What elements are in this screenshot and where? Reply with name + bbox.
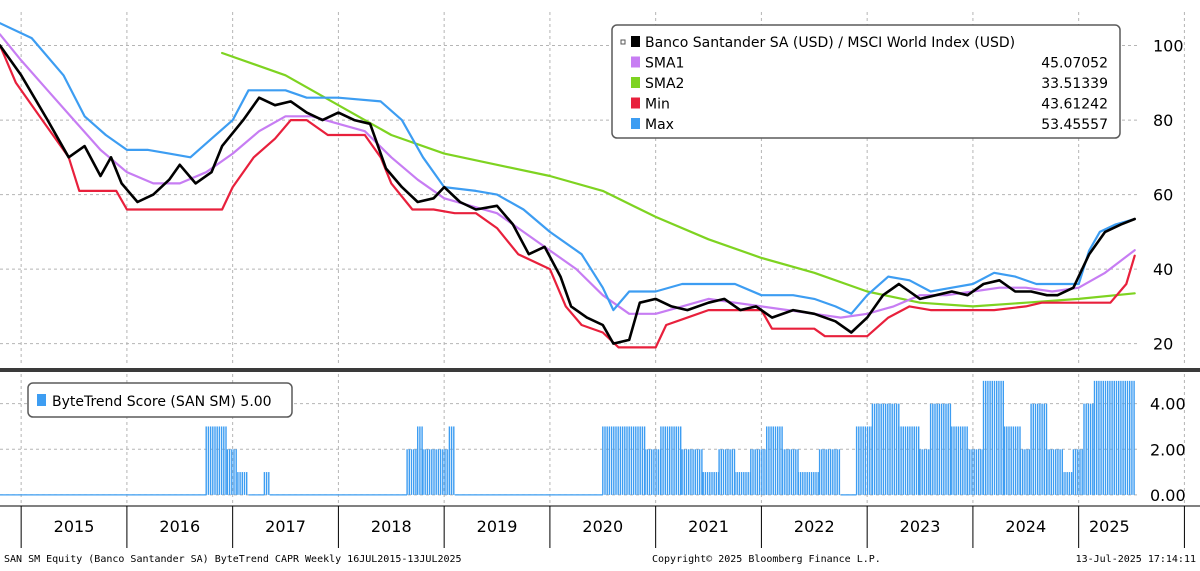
year-label: 2018: [371, 517, 412, 536]
legend-swatch: [631, 56, 640, 68]
legend-value: 43.61242: [1041, 97, 1108, 113]
year-label: 2022: [794, 517, 835, 536]
year-label: 2016: [159, 517, 200, 536]
main-y-tick-label: 60: [1153, 186, 1173, 205]
year-label: 2025: [1089, 517, 1130, 536]
year-label: 2024: [1005, 517, 1046, 536]
score-bars: [0, 380, 1135, 496]
max-line: [0, 22, 1136, 315]
legend-value: 45.07052: [1041, 56, 1108, 72]
main-legend: Banco Santander SA (USD) / MSCI World In…: [611, 24, 1121, 139]
min-line: [0, 44, 1136, 349]
legend-label: Max: [645, 117, 674, 133]
footer-timestamp: 13-Jul-2025 17:14:11: [1076, 554, 1196, 565]
score-legend: ByteTrend Score (SAN SM) 5.00: [27, 382, 293, 418]
main-y-tick-label: 100: [1153, 37, 1184, 56]
main-y-tick-label: 80: [1153, 111, 1173, 130]
legend-value: 33.51339: [1041, 76, 1108, 92]
sma1-line: [0, 33, 1136, 319]
legend-swatch: [631, 97, 640, 109]
legend-label: Banco Santander SA (USD) / MSCI World In…: [645, 35, 1015, 51]
price-line: [0, 44, 1136, 345]
sub-y-tick-label: 0.00: [1150, 486, 1186, 505]
main-y-tick-labels: 20 40 60 80 100: [1153, 37, 1184, 354]
sma2-line: [221, 51, 1136, 308]
score-legend-label: ByteTrend Score (SAN SM) 5.00: [52, 394, 272, 410]
legend-swatch: [631, 118, 640, 129]
year-label: 2017: [265, 517, 306, 536]
legend-label: SMA2: [645, 76, 684, 92]
score-plot: 0.00 2.00 4.00: [0, 374, 1186, 505]
main-y-tick-label: 40: [1153, 260, 1173, 279]
year-label: 2023: [900, 517, 941, 536]
score-legend-swatch: [37, 394, 46, 406]
main-legend-box: [611, 24, 1121, 139]
footer-left-text: SAN SM Equity (Banco Santander SA) ByteT…: [4, 554, 462, 565]
main-series-lines: [0, 22, 1136, 349]
year-label: 2020: [582, 517, 623, 536]
sub-y-tick-label: 4.00: [1150, 395, 1186, 414]
sub-y-tick-label: 2.00: [1150, 440, 1186, 459]
main-y-tick-label: 20: [1153, 335, 1173, 354]
legend-label: Min: [645, 97, 670, 113]
legend-handle-icon: [620, 39, 626, 45]
year-label: 2015: [54, 517, 95, 536]
footer-copyright: Copyright© 2025 Bloomberg Finance L.P.: [652, 554, 881, 565]
year-label: 2019: [477, 517, 518, 536]
legend-value: 53.45557: [1041, 117, 1108, 133]
year-axis: 2015 2016 2017 2018 2019 2020 2021 2022 2023 2024…: [20, 506, 1185, 548]
pane-divider: [0, 368, 1200, 372]
legend-swatch: [631, 77, 640, 88]
legend-swatch: [631, 36, 640, 47]
score-legend-box: [27, 382, 293, 418]
legend-label: SMA1: [645, 56, 684, 72]
main-legend-entries: Banco Santander SA (USD) / MSCI World In…: [620, 35, 1108, 133]
year-label: 2021: [688, 517, 729, 536]
sub-y-tick-labels: 0.00 2.00 4.00: [1150, 395, 1186, 505]
